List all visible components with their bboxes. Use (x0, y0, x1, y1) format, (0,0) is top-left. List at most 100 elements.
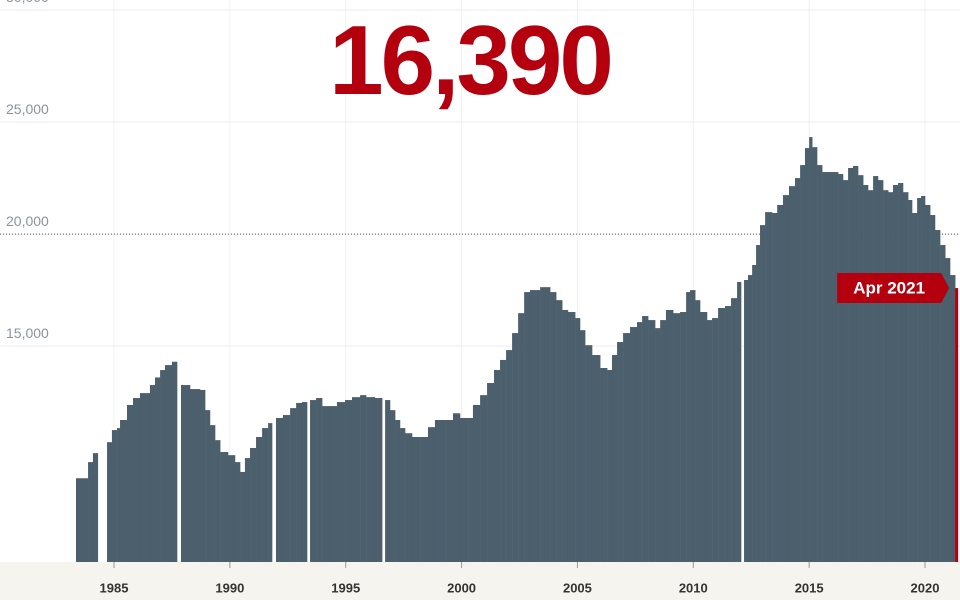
y-tick-label: 20,000 (6, 213, 49, 229)
bar (149, 385, 156, 562)
bar (139, 393, 151, 562)
bar (220, 452, 229, 562)
bar (562, 310, 569, 562)
bar (945, 258, 951, 562)
bar (126, 404, 134, 562)
bar (480, 395, 488, 562)
bar (686, 292, 691, 562)
bar (731, 298, 738, 562)
bar (209, 425, 216, 562)
bar (898, 183, 904, 562)
bar (585, 345, 593, 562)
bar (782, 195, 790, 562)
bar (76, 478, 89, 562)
bar (107, 442, 113, 562)
bar (512, 333, 519, 562)
bar (800, 165, 806, 562)
y-tick-label: 30,000 (6, 0, 49, 5)
y-tick-label: 25,000 (6, 101, 49, 117)
bar (117, 428, 121, 562)
bar (930, 215, 936, 562)
bar (459, 417, 469, 562)
bar (366, 397, 376, 562)
bar (374, 398, 383, 562)
bar (575, 318, 581, 562)
bar (623, 333, 631, 562)
bar (506, 350, 513, 562)
bar (487, 383, 495, 562)
bar (888, 192, 894, 562)
bar (234, 462, 241, 562)
bar (316, 398, 323, 562)
bar (411, 437, 421, 562)
bar (88, 462, 94, 562)
bar (322, 406, 331, 562)
bar (567, 312, 576, 562)
bar (756, 245, 761, 563)
bar (540, 287, 551, 562)
bar (351, 397, 361, 562)
bar (240, 471, 246, 562)
bar (556, 300, 563, 562)
bar (360, 395, 367, 562)
bar (908, 200, 913, 562)
bar (648, 320, 656, 562)
bar (917, 198, 922, 562)
bar (244, 458, 251, 562)
bar (795, 178, 801, 562)
bar (822, 172, 831, 562)
bar (737, 282, 742, 562)
bar (934, 230, 941, 563)
bar (858, 175, 864, 562)
bar (706, 320, 713, 562)
bar (744, 279, 749, 562)
bar (630, 327, 638, 562)
bar (950, 275, 956, 562)
y-tick-label: 15,000 (6, 325, 49, 341)
bar (262, 428, 269, 562)
x-tick-label: 1990 (215, 580, 244, 595)
bar (893, 185, 899, 562)
bar (120, 419, 128, 562)
bar (690, 290, 696, 562)
bar (468, 417, 474, 562)
bar (873, 176, 879, 562)
bar (673, 313, 681, 562)
bar (817, 165, 823, 562)
bar (290, 408, 297, 562)
bar (600, 368, 608, 562)
bar (268, 423, 273, 562)
bar (925, 204, 931, 562)
bar (747, 275, 753, 562)
bar (655, 328, 661, 562)
x-tick-label: 2000 (447, 580, 476, 595)
x-tick-label: 2015 (795, 580, 824, 595)
bar (199, 389, 206, 562)
x-tick-label: 2020 (911, 580, 940, 595)
bar (434, 419, 446, 562)
bar (809, 137, 813, 562)
bar (215, 440, 221, 562)
bar (453, 413, 461, 562)
x-tick-label: 1985 (100, 580, 129, 595)
bar (500, 359, 507, 562)
bar (579, 330, 586, 562)
bar (695, 300, 701, 562)
bar (155, 377, 161, 562)
bar (912, 213, 918, 562)
bar (256, 437, 263, 562)
bar (725, 305, 732, 562)
highlight-bar (955, 288, 959, 562)
bar (275, 417, 284, 562)
bar (788, 186, 796, 562)
callout-label: Apr 2021 (853, 279, 925, 298)
bar (665, 310, 674, 562)
bar (518, 313, 525, 562)
grid (0, 0, 960, 562)
bar (852, 165, 859, 562)
bar (336, 402, 346, 562)
bar (171, 361, 178, 562)
bar (617, 342, 624, 562)
x-tick-label: 2005 (563, 580, 592, 595)
bar (760, 225, 766, 562)
